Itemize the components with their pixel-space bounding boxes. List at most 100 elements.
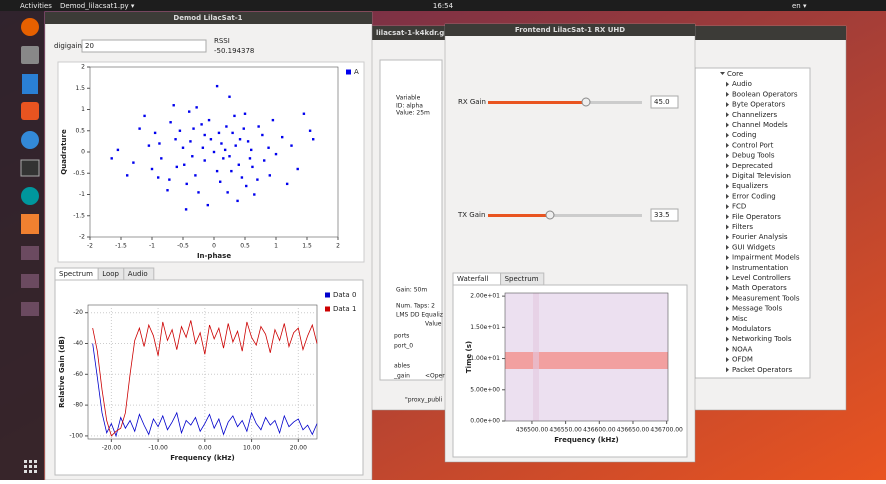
x-tick-label: 0: [212, 243, 216, 250]
rx-gain-input[interactable]: [650, 95, 679, 109]
tree-arrow: [726, 81, 729, 87]
tree-arrow: [726, 214, 729, 220]
tree-item[interactable]: Deprecated: [732, 162, 773, 170]
point: [175, 165, 178, 169]
tree-item[interactable]: NOAA: [732, 345, 753, 353]
digigain-value: 20: [85, 42, 94, 50]
tree-item[interactable]: Byte Operators: [732, 101, 786, 109]
y-tick-label: 2: [81, 64, 85, 71]
tab[interactable]: [500, 272, 545, 286]
tree-item[interactable]: Equalizers: [732, 182, 768, 190]
point: [263, 159, 266, 162]
point: [116, 148, 120, 152]
tx-gain-input[interactable]: [650, 208, 679, 222]
tree-item[interactable]: Error Coding: [732, 192, 776, 200]
point: [181, 146, 185, 149]
tree-item[interactable]: Misc: [732, 315, 748, 323]
tree-item[interactable]: Filters: [732, 223, 753, 231]
tree-arrow: [726, 244, 729, 250]
point: [233, 114, 236, 118]
tree-item[interactable]: Math Operators: [732, 284, 787, 292]
point: [126, 174, 129, 177]
tab[interactable]: [123, 267, 155, 281]
series-line: [92, 343, 318, 438]
y-tick-label: 1.5: [75, 85, 85, 92]
y-tick-label: 0.00e+00: [470, 418, 500, 425]
frontend-tabs: Waterfall Spectrum: [452, 272, 545, 286]
tree-item[interactable]: Coding: [732, 131, 756, 139]
tree-arrow: [726, 112, 729, 118]
point: [192, 127, 195, 130]
x-tick-label: 436600.00: [583, 427, 616, 434]
point: [267, 146, 270, 149]
point: [302, 112, 306, 115]
tree-item[interactable]: Channel Models: [732, 121, 788, 129]
grc-fragment: LMS DD Equaliz: [396, 312, 443, 319]
activities[interactable]: Activities: [20, 2, 52, 10]
tree-item[interactable]: Audio: [732, 80, 752, 88]
tree-item[interactable]: Boolean Operators: [732, 90, 798, 98]
tree-item[interactable]: Instrumentation: [732, 264, 788, 272]
rx-gain-value: 45.0: [654, 98, 670, 106]
legend-swatch: [325, 292, 330, 298]
y-tick-label: -2: [79, 234, 85, 241]
x-tick-label: 1.5: [302, 243, 312, 250]
tree-arrow: [726, 234, 729, 240]
x-axis-label: Frequency (kHz): [554, 436, 618, 444]
x-tick-label: 0.00: [198, 445, 212, 452]
tree-item[interactable]: GUI Widgets: [732, 243, 775, 251]
tree-item[interactable]: Modulators: [732, 325, 771, 333]
language[interactable]: en ▾: [792, 2, 807, 10]
tree-item[interactable]: Debug Tools: [732, 152, 775, 160]
rx-slider-handle[interactable]: [581, 97, 591, 107]
tree-item[interactable]: FCD: [732, 203, 746, 211]
point: [206, 203, 209, 207]
tree-item[interactable]: Core: [727, 70, 743, 78]
tree-item[interactable]: Channelizers: [732, 111, 778, 119]
clock[interactable]: 16:54: [433, 2, 454, 10]
tree-item[interactable]: File Operators: [732, 213, 781, 221]
tree-item[interactable]: Measurement Tools: [732, 294, 800, 302]
point: [172, 104, 175, 107]
point: [174, 138, 177, 141]
tree-item[interactable]: Control Port: [732, 141, 774, 149]
point: [200, 123, 203, 126]
x-tick-label: 436500.00: [516, 427, 549, 434]
tree-item[interactable]: Level Controllers: [732, 274, 791, 282]
tree-item[interactable]: Impairment Models: [732, 254, 800, 262]
digigain-label: digigain:: [54, 42, 84, 50]
point: [240, 176, 244, 179]
app-menu[interactable]: Demod_lilacsat1.py ▾: [60, 2, 135, 10]
point: [147, 144, 151, 147]
y-axis-label: Relative Gain (dB): [58, 336, 66, 408]
tree-item[interactable]: Fourier Analysis: [732, 233, 788, 241]
tree-item[interactable]: Networking Tools: [732, 335, 792, 343]
tree-arrow: [726, 193, 729, 199]
point: [201, 146, 205, 149]
tree-arrow: [726, 326, 729, 332]
point: [245, 184, 248, 188]
tab-label: Audio: [128, 270, 148, 278]
grc-fragment: Value: [425, 321, 442, 328]
point: [253, 193, 256, 196]
tx-slider-track: [550, 214, 642, 217]
tree-item[interactable]: OFDM: [732, 356, 753, 364]
digigain-input[interactable]: [81, 39, 207, 53]
y-tick-label: 1.00e+01: [470, 355, 500, 362]
point: [207, 118, 211, 122]
rx-slider-track: [586, 101, 642, 104]
legend-label: Data 1: [333, 305, 356, 313]
tree-arrow: [726, 173, 729, 179]
point: [271, 118, 275, 122]
tree-item[interactable]: Digital Television: [732, 172, 791, 180]
tree-item[interactable]: Packet Operators: [732, 366, 792, 374]
x-tick-label: -0.5: [177, 243, 189, 250]
grc-fragment: _gain: [393, 373, 410, 380]
tx-slider-handle[interactable]: [545, 210, 555, 220]
tree-arrow: [726, 255, 729, 261]
point: [197, 191, 200, 194]
tree-item[interactable]: Message Tools: [732, 305, 783, 313]
tree-arrow: [726, 285, 729, 291]
point: [194, 174, 197, 177]
